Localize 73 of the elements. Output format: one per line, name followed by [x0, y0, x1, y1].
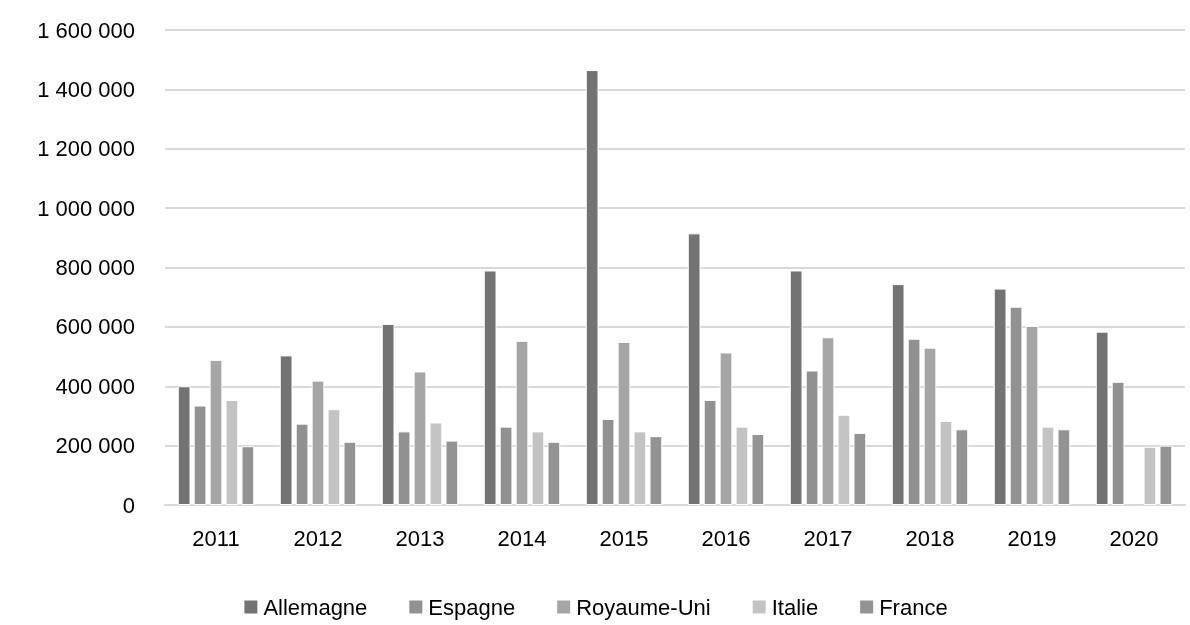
bar [939, 420, 953, 505]
bar [193, 405, 207, 505]
bar [601, 418, 615, 505]
bar [1009, 306, 1023, 505]
y-tick-label: 400 000 [55, 373, 135, 399]
legend-label: Allemagne [263, 594, 368, 620]
legend-label: Espagne [428, 594, 516, 620]
x-tick-label: 2016 [701, 525, 751, 551]
y-tick-label: 0 [122, 492, 135, 518]
bar [891, 284, 905, 505]
bar [311, 380, 325, 505]
bar [907, 338, 921, 505]
bar [1025, 325, 1039, 505]
bar [993, 288, 1007, 505]
x-tick-label: 2019 [1007, 525, 1057, 551]
bar [687, 233, 701, 505]
legend-label: France [879, 594, 948, 620]
bar [617, 342, 631, 505]
bar [1159, 445, 1173, 505]
bar [327, 409, 341, 505]
bar [1041, 426, 1055, 505]
bar [209, 359, 223, 505]
bar [751, 434, 765, 505]
bar [719, 352, 733, 505]
bar [585, 70, 599, 505]
bar [531, 431, 545, 505]
bar [225, 399, 239, 505]
bar [343, 441, 357, 505]
bar [413, 371, 427, 505]
bar [649, 436, 663, 505]
x-tick-label: 2020 [1109, 525, 1159, 551]
bar [515, 340, 529, 505]
bar [1057, 429, 1071, 505]
bar [955, 429, 969, 505]
bar [483, 270, 497, 505]
y-tick-label: 1 000 000 [37, 195, 135, 221]
legend-label: Italie [771, 594, 819, 620]
y-tick-label: 200 000 [55, 433, 135, 459]
y-tick-label: 600 000 [55, 314, 135, 340]
x-tick-label: 2014 [497, 525, 547, 551]
bar [633, 431, 647, 505]
bar [1111, 381, 1125, 505]
bar [547, 441, 561, 505]
bar [445, 440, 459, 505]
x-tick-label: 2013 [395, 525, 445, 551]
y-tick-label: 800 000 [55, 255, 135, 280]
bar [499, 426, 513, 505]
bar [397, 431, 411, 505]
bar [789, 270, 803, 505]
legend-label: Royaume-Uni [576, 594, 711, 620]
y-tick-label: 1 400 000 [37, 76, 135, 102]
bar [837, 414, 851, 505]
bar [1143, 446, 1157, 505]
bar [177, 386, 191, 505]
bar [295, 423, 309, 505]
x-tick-label: 2017 [803, 525, 853, 551]
y-tick-label: 1 600 000 [37, 17, 135, 43]
x-tick-label: 2015 [599, 525, 649, 551]
bar [381, 323, 395, 505]
bar [703, 399, 717, 505]
bar [429, 422, 443, 505]
bar [805, 370, 819, 505]
bar [821, 337, 835, 505]
bar [923, 347, 937, 505]
x-tick-label: 2012 [293, 525, 343, 551]
bar [241, 446, 255, 505]
bar [279, 355, 293, 505]
x-tick-label: 2018 [905, 525, 955, 551]
x-tick-label: 2011 [192, 525, 240, 551]
y-tick-label: 1 200 000 [37, 136, 135, 162]
bar [1095, 331, 1109, 505]
bar [735, 426, 749, 505]
bar [853, 432, 867, 505]
